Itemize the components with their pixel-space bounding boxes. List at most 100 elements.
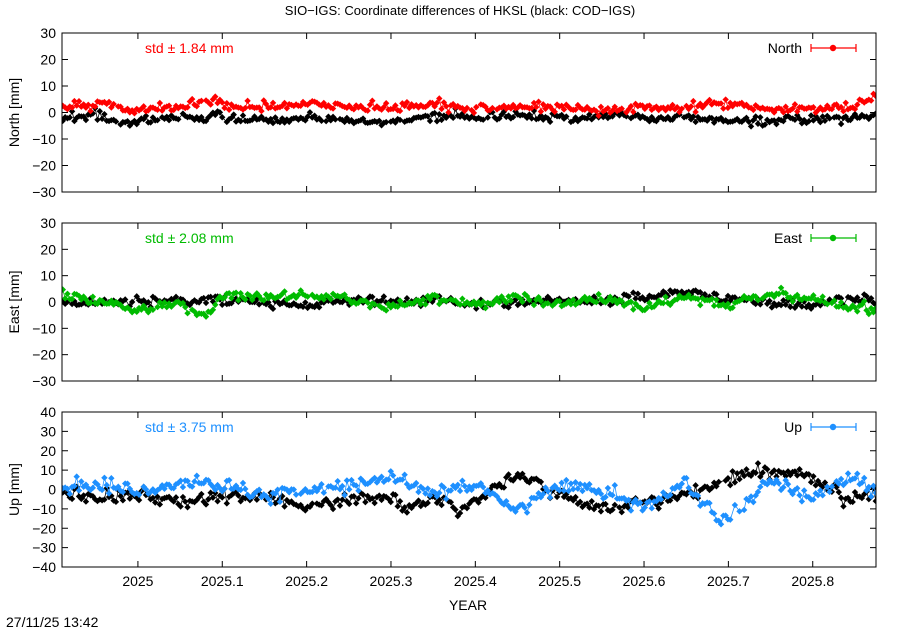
sio-igs-point	[521, 504, 528, 511]
cod-igs-point	[110, 116, 117, 124]
cod-igs-point	[68, 108, 76, 115]
cod-igs-point	[757, 473, 764, 480]
sio-igs-point	[789, 298, 796, 305]
cod-igs-point	[66, 114, 73, 121]
cod-igs-point	[212, 111, 219, 119]
sio-igs-point	[699, 295, 706, 302]
sio-igs-point	[632, 496, 639, 503]
y-tick-label: −30	[32, 540, 56, 556]
sio-igs-point	[318, 102, 325, 109]
sio-igs-point	[191, 478, 198, 485]
sio-igs-point	[249, 103, 256, 111]
cod-igs-point	[362, 498, 369, 506]
sio-igs-point	[445, 109, 452, 116]
y-tick-label: 10	[40, 268, 56, 284]
sio-igs-point	[604, 484, 612, 492]
sio-igs-point	[863, 487, 870, 494]
cod-igs-point	[207, 489, 214, 496]
sio-igs-point	[856, 96, 863, 103]
cod-igs-point	[784, 112, 792, 120]
sio-igs-point	[667, 105, 674, 112]
sio-igs-point	[184, 310, 191, 317]
sio-igs-point	[412, 102, 420, 109]
sio-igs-point	[824, 483, 831, 491]
sio-igs-point	[546, 103, 554, 110]
sio-igs-point	[309, 488, 316, 496]
sio-igs-point	[482, 304, 489, 312]
cod-igs-point	[747, 472, 755, 479]
sio-igs-point	[824, 300, 831, 308]
sio-igs-point	[479, 483, 487, 491]
sio-igs-point	[221, 485, 228, 493]
sio-igs-point	[412, 479, 420, 487]
sio-igs-point	[551, 300, 558, 307]
y-tick-label: 10	[40, 78, 56, 94]
sio-igs-point	[389, 472, 397, 479]
sio-igs-point	[376, 105, 383, 112]
cod-igs-point	[369, 293, 376, 301]
sio-igs-point	[632, 100, 639, 108]
cod-igs-point	[590, 113, 598, 121]
cod-igs-point	[505, 304, 512, 311]
cod-igs-point	[706, 486, 713, 494]
cod-igs-point	[329, 505, 337, 513]
cod-igs-point	[625, 293, 632, 300]
sio-igs-point	[729, 304, 736, 311]
x-tick-label: 2025.6	[623, 573, 666, 589]
cod-igs-point	[821, 479, 829, 486]
sio-igs-point	[671, 106, 679, 113]
cod-igs-point	[563, 113, 570, 120]
sio-igs-point	[861, 298, 868, 305]
sio-igs-point	[717, 100, 725, 107]
sio-igs-point	[394, 303, 401, 310]
sio-igs-point	[583, 485, 591, 492]
sio-igs-point	[630, 499, 637, 506]
sio-igs-point	[507, 297, 515, 304]
sio-igs-point	[255, 104, 263, 111]
cod-igs-point	[514, 301, 522, 309]
sio-igs-point	[646, 299, 653, 307]
cod-igs-point	[752, 469, 759, 477]
sio-igs-point	[117, 301, 124, 309]
sio-igs-point	[75, 98, 83, 105]
sio-igs-point	[623, 497, 630, 505]
sio-igs-point	[692, 108, 699, 116]
x-tick-label: 2025.2	[285, 573, 328, 589]
sio-igs-point	[119, 488, 127, 496]
plot-frame	[61, 411, 877, 568]
sio-igs-point	[419, 296, 427, 303]
sio-igs-point	[625, 496, 632, 504]
cod-igs-point	[782, 113, 789, 121]
sio-igs-point	[865, 310, 873, 318]
sio-igs-point	[422, 490, 429, 497]
cod-igs-point	[230, 111, 237, 118]
cod-igs-point	[653, 117, 660, 125]
cod-igs-point	[773, 120, 780, 128]
sio-igs-point	[533, 103, 540, 111]
sio-igs-point	[794, 108, 801, 115]
sio-igs-point	[858, 301, 866, 308]
sio-igs-point	[750, 498, 757, 506]
sio-igs-point	[66, 103, 73, 110]
sio-igs-point	[133, 105, 140, 113]
cod-igs-point	[602, 500, 609, 508]
sio-igs-point	[443, 495, 450, 503]
sio-igs-point	[798, 498, 806, 505]
sio-igs-point	[373, 103, 381, 110]
cod-igs-point	[334, 496, 341, 503]
sio-igs-point	[530, 99, 538, 107]
cod-igs-point	[660, 288, 667, 295]
sio-igs-point	[417, 300, 425, 308]
sio-igs-point	[255, 486, 263, 493]
cod-igs-point	[745, 118, 752, 126]
sio-igs-point	[509, 101, 517, 109]
cod-igs-point	[609, 506, 616, 513]
sio-igs-point	[281, 99, 288, 107]
cod-igs-point	[805, 118, 812, 125]
sio-igs-point	[667, 491, 674, 499]
cod-igs-point	[403, 295, 411, 302]
sio-igs-point	[105, 98, 113, 106]
sio-igs-point	[304, 101, 311, 109]
cod-igs-point	[198, 490, 205, 498]
sio-igs-point	[565, 487, 572, 495]
